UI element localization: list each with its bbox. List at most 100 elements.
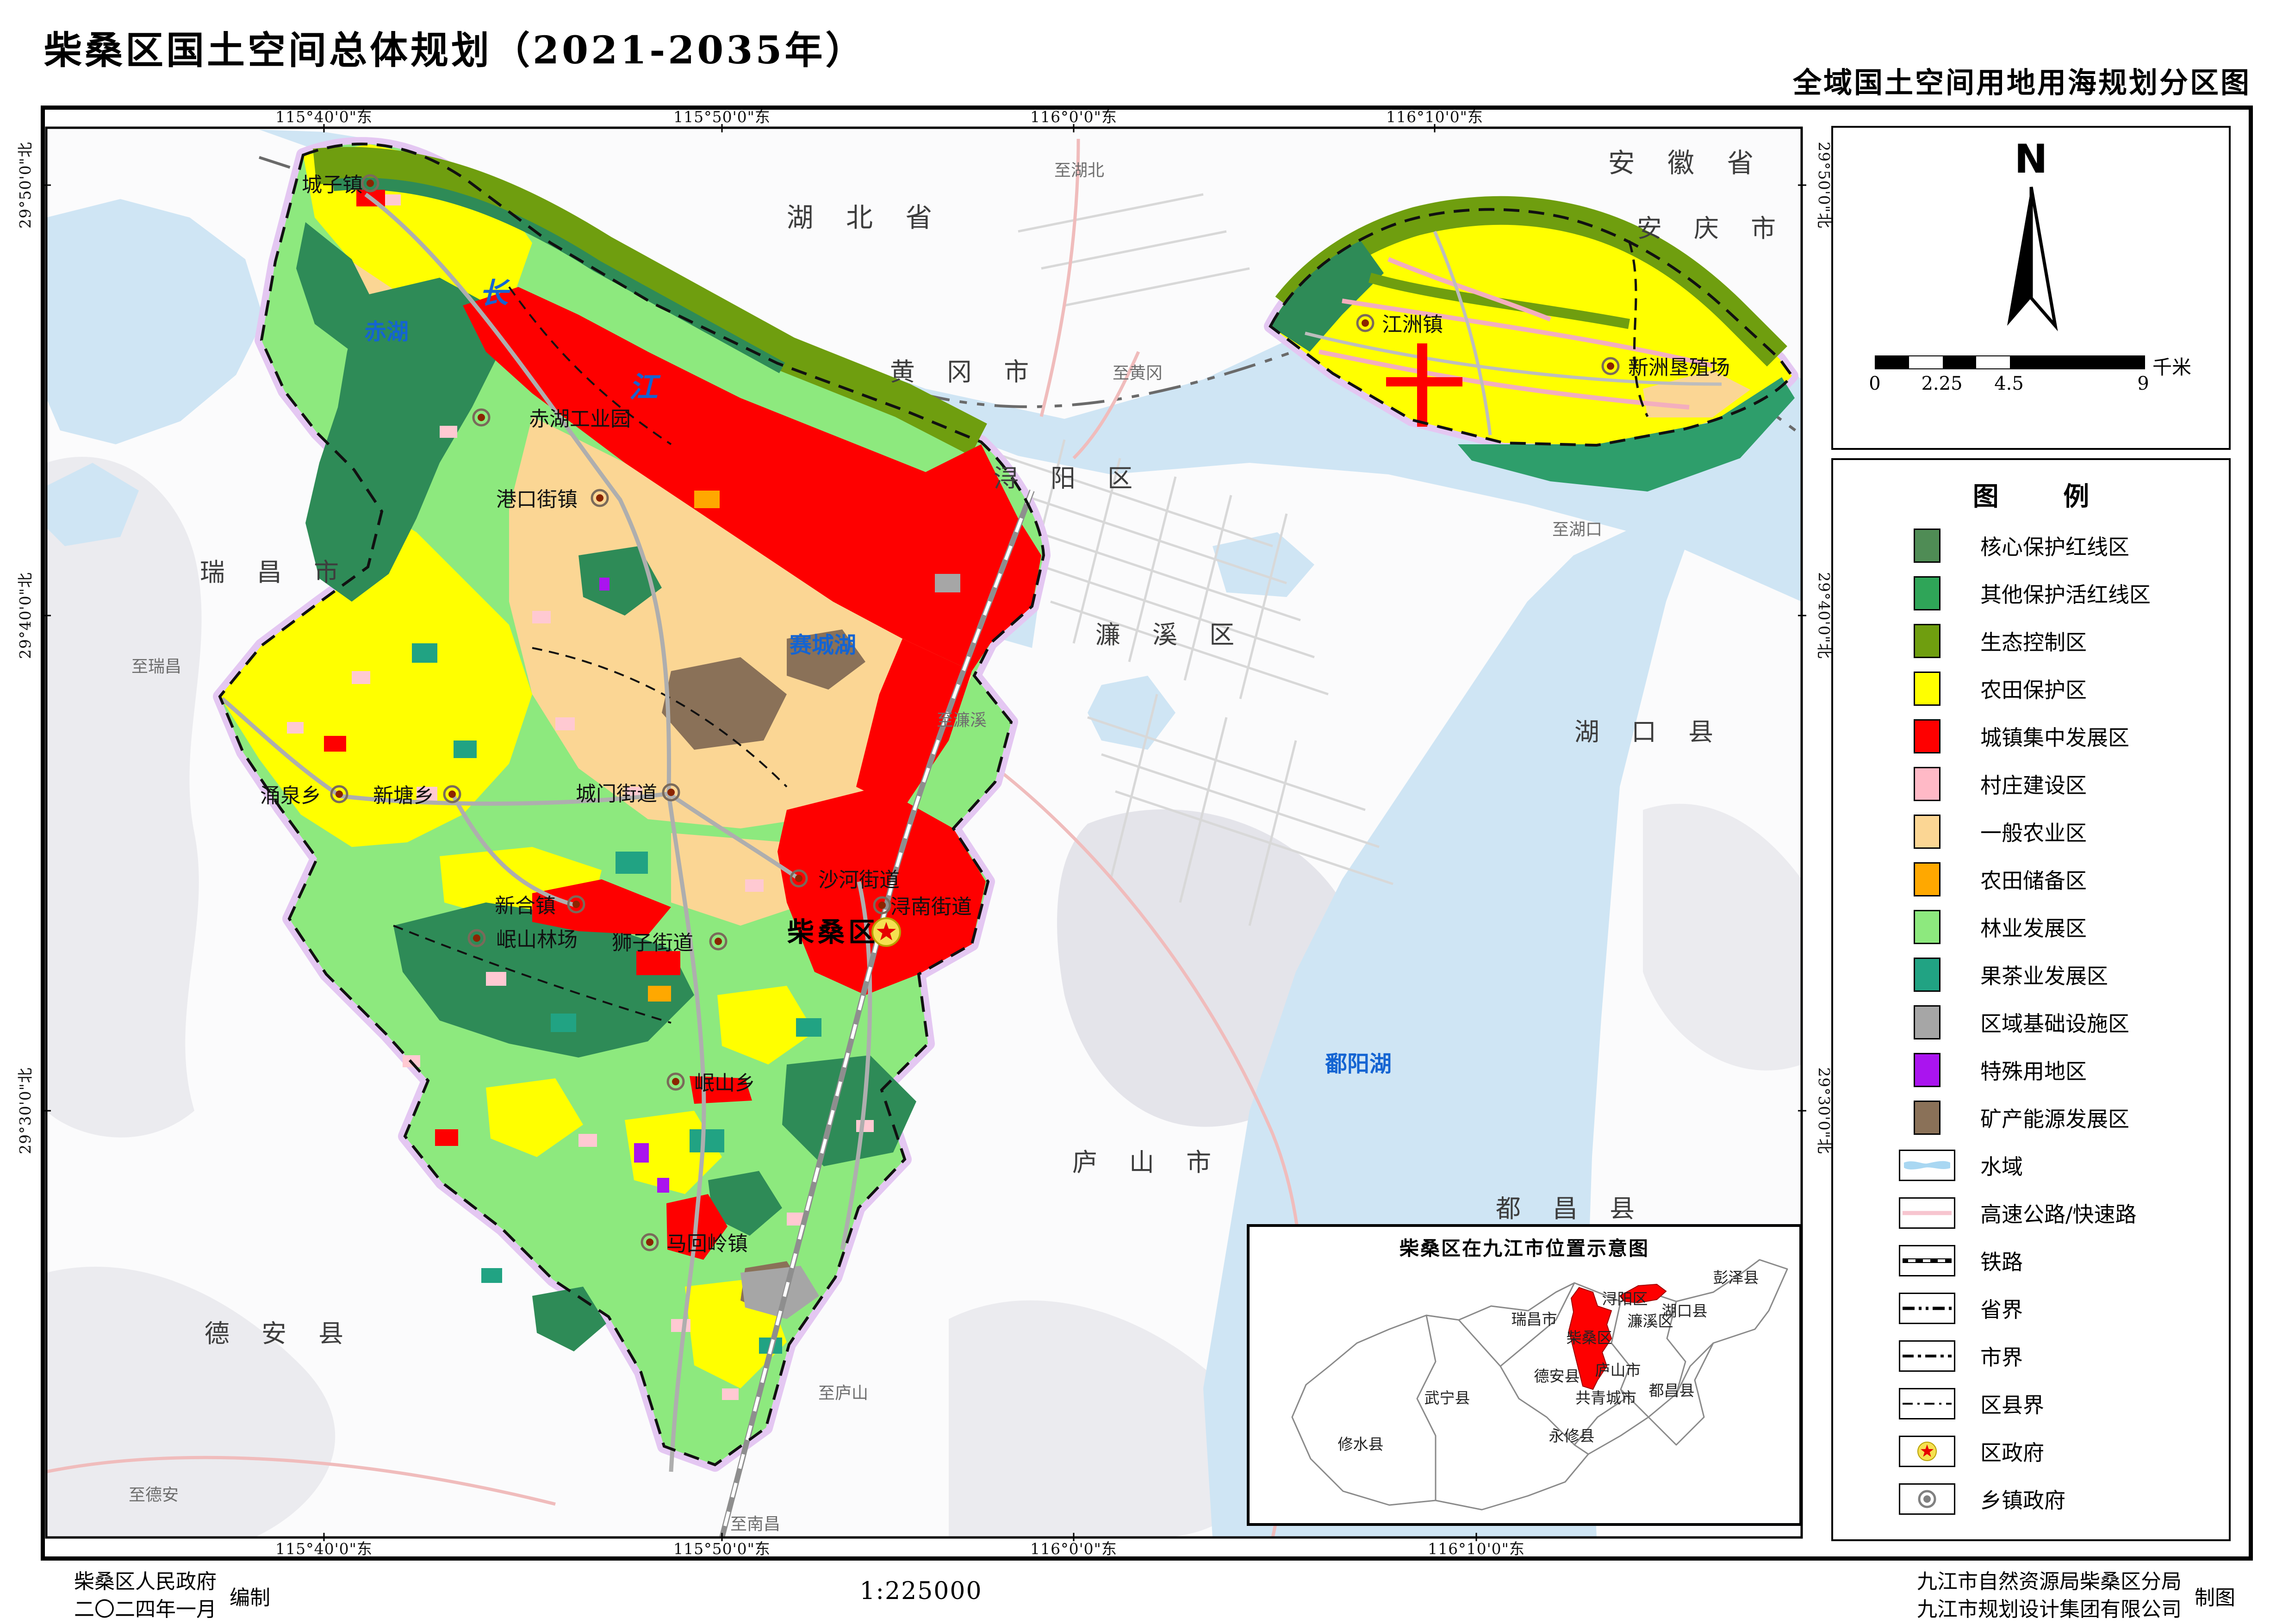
lon-label-bottom: 116°10'0"东 [1428, 1540, 1525, 1558]
inset-title: 柴桑区在九江市位置示意图 [1399, 1237, 1649, 1260]
scale-unit: 千米 [2152, 356, 2192, 379]
legend-swatch-highway [1898, 1197, 1955, 1229]
legend-item: 核心保护红线区 [1833, 522, 2229, 569]
legend-item: 区政府 [1833, 1427, 2229, 1475]
map-frame [45, 126, 1803, 1539]
legend-item: 城镇集中发展区 [1833, 712, 2229, 760]
map-scale-text: 1:225000 [859, 1577, 983, 1605]
inset-chaisang-shape [1568, 1283, 1667, 1390]
lon-label-bottom: 115°50'0"东 [673, 1540, 771, 1558]
lat-label-right: 29°50'0"北 [1815, 142, 1833, 229]
inset-label: 彭泽县 [1713, 1269, 1759, 1287]
inset-label: 瑞昌市 [1511, 1310, 1557, 1328]
inset-label: 浔阳区 [1602, 1290, 1648, 1308]
legend-swatch-water [1898, 1149, 1955, 1181]
scale-tick: 0 [1869, 373, 1881, 394]
town-label: 港口街镇 [496, 488, 578, 511]
legend-swatch [1913, 957, 1940, 992]
lake-label: 鄱阳湖 [1325, 1051, 1392, 1077]
legend-swatch [1913, 719, 1940, 753]
legend-swatch-town-gov [1898, 1483, 1955, 1515]
region-label: 都 昌 县 [1496, 1194, 1647, 1223]
legend-item: 区县界 [1833, 1380, 2229, 1427]
district-mainland [213, 137, 1051, 1537]
town-label: 新合镇 [495, 894, 556, 918]
region-label: 湖 北 省 [787, 202, 945, 233]
region-label: 湖 口 县 [1574, 717, 1725, 747]
town-label: 沙河街道 [818, 868, 900, 892]
lat-label-right: 29°40'0"北 [1815, 572, 1833, 659]
road-label: 至濂溪 [937, 711, 987, 730]
legend-swatch [1913, 909, 1940, 944]
scale-tick: 4.5 [1994, 373, 2024, 394]
lat-label-left: 29°40'0"北 [16, 572, 34, 659]
lon-label-top: 116°10'0"东 [1386, 108, 1483, 126]
legend-item: 省界 [1833, 1284, 2229, 1332]
road-label: 至黄冈 [1113, 364, 1163, 383]
town-label: 江洲镇 [1382, 313, 1443, 336]
inset-label: 武宁县 [1424, 1389, 1470, 1407]
footer-cartographer: 九江市自然资源局柴桑区分局 九江市规划设计集团有限公司 制图 [1917, 1568, 2235, 1624]
road-label: 至湖北 [1054, 161, 1104, 180]
legend-swatch-district-gov [1898, 1435, 1955, 1467]
footer-compiler-date: 二〇二四年一月 [74, 1598, 217, 1621]
legend-item: 乡镇政府 [1833, 1475, 2229, 1523]
lon-label-bottom: 115°40'0"东 [275, 1540, 373, 1558]
legend-item: 一般农业区 [1833, 808, 2229, 855]
river-label: 江 [629, 370, 661, 404]
lat-label-right: 29°30'0"北 [1815, 1067, 1833, 1154]
footer-compiler-suffix: 编制 [230, 1586, 270, 1610]
road-label: 至庐山 [818, 1384, 868, 1403]
legend-item: 林业发展区 [1833, 903, 2229, 951]
graticule-ticks [43, 124, 1806, 1541]
road-label: 至南昌 [730, 1515, 780, 1534]
legend-item: 其他保护活红线区 [1833, 569, 2229, 617]
region-label: 瑞 昌 市 [200, 558, 351, 587]
town-label: 城门街道 [576, 782, 657, 806]
north-arrow-icon [2007, 187, 2058, 331]
legend-swatch-city-boundary [1898, 1340, 1955, 1372]
legend-item: 果茶业发展区 [1833, 951, 2229, 998]
hillshade [46, 456, 1802, 1537]
inset-label: 都昌县 [1649, 1381, 1695, 1400]
footer-compiler-org: 柴桑区人民政府 [74, 1570, 217, 1593]
map-canvas: 湖 北 省 黄 冈 市 安 徽 省 安 庆 市 浔 阳 区 濂 溪 区 湖 口 … [46, 128, 1802, 1537]
legend-swatch [1913, 1052, 1940, 1087]
legend-item: 市界 [1833, 1332, 2229, 1380]
jiangzhou-island [1264, 196, 1798, 492]
district-label: 柴桑区 [787, 916, 879, 948]
legend-swatch [1913, 862, 1940, 896]
scale-tick: 2.25 [1921, 373, 1963, 394]
town-label: 浔南街道 [890, 895, 972, 919]
footer-compiler: 柴桑区人民政府 二〇二四年一月 编制 [74, 1568, 270, 1624]
legend-item: 区域基础设施区 [1833, 998, 2229, 1046]
lon-label-top: 115°40'0"东 [275, 108, 373, 126]
town-markers [330, 174, 1620, 1251]
scale-bar: 千米 0 2.25 4.5 9 [1869, 355, 2199, 394]
footer-cartographer-suffix: 制图 [2195, 1586, 2235, 1610]
footer-cartographer-org1: 九江市自然资源局柴桑区分局 [1917, 1570, 2182, 1593]
legend-item: 特殊用地区 [1833, 1046, 2229, 1094]
region-label: 黄 冈 市 [890, 357, 1041, 386]
town-label: 新洲垦殖场 [1628, 356, 1730, 380]
inset-label: 共青城市 [1575, 1389, 1636, 1407]
lon-label-bottom: 116°0'0"东 [1030, 1540, 1117, 1558]
river-label: 长 [479, 276, 510, 310]
inset-label: 柴桑区 [1567, 1329, 1612, 1347]
lat-label-left: 29°30'0"北 [16, 1067, 34, 1154]
lon-label-top: 116°0'0"东 [1030, 108, 1117, 126]
region-label: 庐 山 市 [1072, 1148, 1223, 1177]
inset-map: 柴桑区在九江市位置示意图 彭泽县 浔阳区 [1247, 1224, 1802, 1526]
legend-swatch-province-boundary [1898, 1292, 1955, 1324]
region-label: 德 安 县 [205, 1319, 355, 1348]
map-neatline [41, 106, 2253, 1561]
lat-label-left: 29°50'0"北 [16, 142, 34, 229]
north-label: N [2014, 136, 2048, 182]
town-label: 岷山乡 [694, 1071, 755, 1095]
inset-label: 湖口县 [1662, 1302, 1708, 1320]
north-scale-panel: N 千米 0 2.25 4.5 9 [1831, 126, 2231, 450]
region-label: 浔 阳 区 [994, 464, 1144, 493]
page-title: 柴桑区国土空间总体规划（2021-2035年） [44, 28, 866, 73]
